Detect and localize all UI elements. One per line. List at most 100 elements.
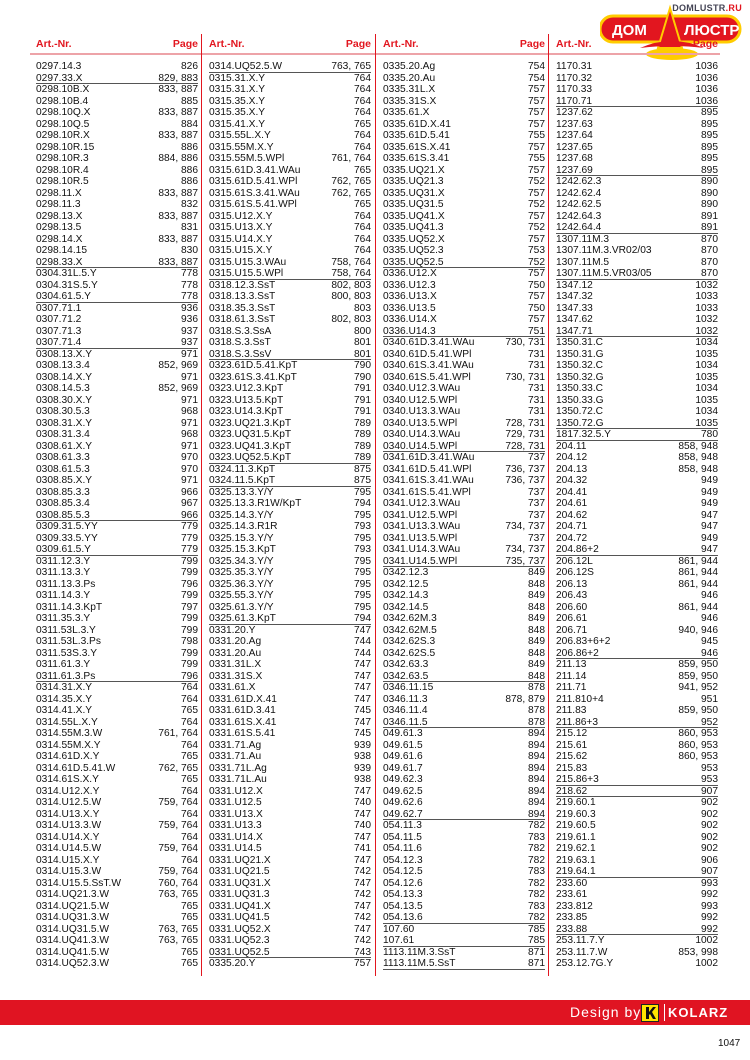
article-number: 0323.U13.5.KpT — [209, 394, 284, 406]
page-reference: 764 — [354, 210, 371, 222]
index-row: 0314.35.X.Y 764 — [36, 694, 198, 706]
index-row: 0298.10R.4 886 — [36, 165, 198, 177]
page-reference: 895 — [701, 153, 718, 164]
page-reference: 848 — [528, 601, 545, 613]
article-number: 049.61.3 — [383, 728, 423, 739]
article-number: 054.13.3 — [383, 889, 423, 900]
page-reference: 757 — [528, 141, 545, 153]
index-row: 0307.71.1 936 — [36, 303, 198, 315]
page-reference: 949 — [701, 532, 718, 544]
page-reference: 734, 737 — [505, 521, 545, 532]
page-reference: 758, 764 — [331, 256, 371, 268]
page-reference: 785 — [528, 923, 545, 935]
page-reference: 736, 737 — [505, 463, 545, 475]
page-reference: 747 — [354, 693, 371, 705]
index-row: 1237.64 895 — [556, 130, 718, 142]
article-number: 0331.UQ41.5 — [209, 912, 270, 923]
page-reference: 796 — [181, 578, 198, 590]
article-number: 0325.15.3.KpT — [209, 544, 276, 555]
art-nr-header: Art.-Nr. — [209, 38, 245, 50]
index-row: 206.83+6+2 945 — [556, 636, 718, 648]
index-row: 0308.85.X.Y 971 — [36, 475, 198, 487]
index-row: 1242.64.4 891 — [556, 222, 718, 234]
index-row: 1307.11M.3 870 — [556, 234, 718, 246]
article-number: 0341.61D.3.41.WAu — [383, 452, 475, 463]
article-number: 0335.31S.X — [383, 95, 437, 107]
page-reference: 750 — [528, 302, 545, 314]
index-row: 0340.61S.5.41.WPl 730, 731 — [383, 372, 545, 384]
site-url[interactable]: DOMLUSTR.RU — [672, 3, 742, 13]
article-number: 054.11.3 — [383, 820, 422, 831]
page-reference: 763, 765 — [331, 61, 371, 72]
article-number: 1170.32 — [556, 72, 593, 84]
index-row: 211.13 859, 950 — [556, 659, 718, 671]
index-row: 204.11 858, 948 — [556, 441, 718, 453]
page-reference: 946 — [701, 613, 718, 624]
page-reference: 737 — [528, 532, 545, 544]
article-number: 211.14 — [556, 670, 587, 682]
article-number: 0298.33.X — [36, 256, 83, 268]
article-number: 0298.10R.15 — [36, 141, 95, 153]
page-reference: 761, 764 — [158, 728, 198, 739]
article-number: 219.60.5 — [556, 820, 596, 831]
index-row: 0331.UQ31.3 742 — [209, 889, 371, 901]
index-row: 215.83 953 — [556, 763, 718, 775]
article-number: 054.11.6 — [383, 843, 422, 854]
page-reference: 728, 731 — [505, 440, 545, 452]
article-number: 0335.20.Ag — [383, 61, 436, 72]
index-row: 206.12S 861, 944 — [556, 567, 718, 579]
page-reference: 953 — [701, 762, 718, 774]
article-number: 0314.41.X.Y — [36, 705, 93, 716]
page-reference: 968 — [181, 406, 198, 417]
index-row: 0309.31.5.YY 779 — [36, 521, 198, 533]
page-reference: 886 — [181, 164, 198, 176]
article-number: 0314.U15.3.W — [36, 866, 102, 877]
article-number: 204.72 — [556, 532, 588, 544]
index-row: 0335.20.Y 757 — [209, 958, 371, 970]
page-reference: 750 — [528, 279, 545, 291]
page-reference: 966 — [181, 509, 198, 521]
index-row: 0314.41.X.Y 765 — [36, 705, 198, 717]
index-row: 0324.11.5.KpT 875 — [209, 475, 371, 487]
index-row: 0331.U14.X 747 — [209, 832, 371, 844]
index-row: 0308.61.5.3 970 — [36, 464, 198, 476]
article-number: 0323.UQ41.3.KpT — [209, 440, 292, 452]
page-reference: 747 — [354, 670, 371, 682]
article-number: 0331.UQ52.X — [209, 923, 271, 935]
article-number: 0335.UQ31.5 — [383, 199, 444, 210]
page-reference: 833, 887 — [158, 256, 198, 268]
page-reference: 1036 — [695, 95, 718, 107]
article-number: 0346.11.5 — [383, 716, 428, 728]
index-row: 0323.U13.5.KpT 791 — [209, 395, 371, 407]
index-row: 1113.11M.3.SsT 871 — [383, 947, 545, 959]
index-row: 0315.U15.3.WAu 758, 764 — [209, 257, 371, 269]
article-number: 0311.14.3.Y — [36, 590, 91, 601]
page-reference: 757 — [528, 233, 545, 245]
index-row: 0297.14.3 826 — [36, 61, 198, 73]
article-number: 0298.14.15 — [36, 245, 87, 256]
page-reference: 760, 764 — [158, 877, 198, 889]
index-row: 0346.11.5 878 — [383, 716, 545, 728]
article-number: 206.12S — [556, 567, 594, 578]
article-number: 054.11.5 — [383, 831, 422, 843]
article-number: 211.810+4 — [556, 693, 604, 705]
page-reference: 894 — [528, 739, 545, 751]
index-row: 0304.31S.5.Y 778 — [36, 280, 198, 292]
page-reference: 890 — [701, 176, 718, 187]
page-reference: 833, 887 — [158, 233, 198, 245]
page-reference: 740 — [354, 797, 371, 808]
article-number: 215.86+3 — [556, 774, 599, 785]
index-row: 0311.35.3.Y 799 — [36, 613, 198, 625]
page-reference: 757 — [528, 291, 545, 302]
article-number: 206.12L — [556, 555, 593, 567]
page-reference: 852, 969 — [158, 360, 198, 371]
page-reference: 757 — [528, 164, 545, 176]
page-reference: 797 — [181, 601, 198, 613]
page-reference: 799 — [181, 567, 198, 578]
article-number: 1170.33 — [556, 84, 593, 95]
index-row: 0298.10R.3 884, 886 — [36, 153, 198, 165]
page-reference: 759, 764 — [158, 797, 198, 808]
page-reference: 782 — [528, 843, 545, 854]
page-reference: 907 — [701, 785, 718, 797]
article-number: 0340.U12.3.WAu — [383, 383, 461, 394]
